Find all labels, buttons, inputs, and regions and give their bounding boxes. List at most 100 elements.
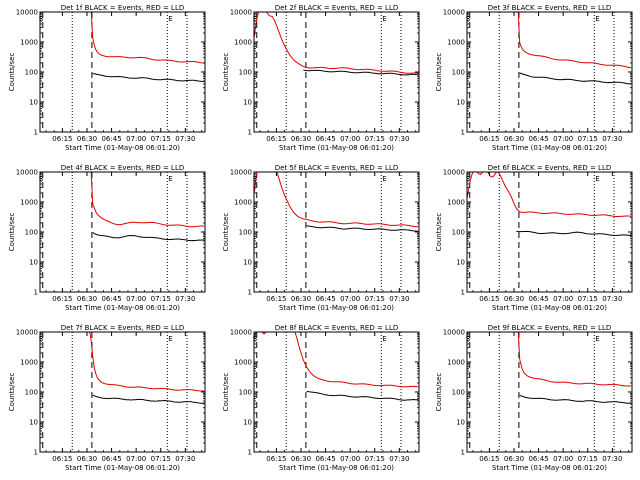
y-axis-label: Counts/sec: [8, 373, 16, 412]
x-tick-label: 06:45: [315, 135, 335, 143]
x-tick-label: 07:30: [602, 455, 622, 463]
plot-title: Det 7f BLACK = Events, RED = LLD: [61, 324, 184, 332]
x-tick-label: 07:30: [175, 455, 195, 463]
detector-panel-7: Det 7f BLACK = Events, RED = LLDSE110100…: [8, 324, 206, 472]
series-line-lld: [467, 332, 632, 387]
y-tick-label: 10: [29, 259, 38, 267]
y-tick-label: 1000: [447, 39, 465, 47]
x-tick-label: 07:00: [553, 455, 573, 463]
x-tick-label: 06:30: [504, 295, 524, 303]
plot-title: Det 1f BLACK = Events, RED = LLD: [61, 4, 184, 12]
x-tick-label: 07:00: [340, 455, 360, 463]
detector-panel-9: Det 9f BLACK = Events, RED = LLDSE110100…: [435, 324, 633, 472]
plot-title: Det 6f BLACK = Events, RED = LLD: [488, 164, 611, 172]
y-tick-label: 100: [452, 389, 465, 397]
x-tick-label: 07:00: [340, 295, 360, 303]
plot-frame: [466, 11, 633, 133]
series-line-events: [519, 394, 632, 404]
x-tick-label: 07:30: [389, 135, 409, 143]
y-tick-label: 1000: [20, 199, 38, 207]
plot-title: Det 5f BLACK = Events, RED = LLD: [275, 164, 398, 172]
x-axis-label: Start Time (01-May-08 06:01:20): [279, 464, 394, 472]
y-tick-label: 100: [25, 69, 38, 77]
series-line-lld: [467, 12, 632, 69]
y-tick-label: 10: [243, 419, 252, 427]
x-tick-label: 07:30: [175, 295, 195, 303]
y-tick-label: 10: [243, 99, 252, 107]
y-axis-label: Counts/sec: [435, 53, 443, 92]
x-tick-label: 06:15: [52, 135, 72, 143]
x-tick-label: 06:15: [52, 295, 72, 303]
series-line-events: [92, 73, 205, 82]
x-tick-label: 06:45: [101, 455, 121, 463]
x-tick-label: 07:15: [151, 135, 171, 143]
x-tick-label: 07:15: [151, 295, 171, 303]
x-tick-label: 07:00: [340, 135, 360, 143]
x-tick-label: 06:15: [266, 455, 286, 463]
x-tick-label: 06:30: [504, 135, 524, 143]
x-tick-label: 07:00: [553, 135, 573, 143]
y-tick-label: 10000: [16, 169, 38, 177]
end-marker-label: E: [168, 335, 172, 343]
y-tick-label: 1000: [20, 359, 38, 367]
end-marker-label: E: [595, 15, 599, 23]
series-line-lld: [40, 12, 205, 64]
plot-title: Det 8f BLACK = Events, RED = LLD: [275, 324, 398, 332]
y-tick-label: 100: [239, 389, 252, 397]
y-tick-label: 1000: [234, 199, 252, 207]
x-tick-label: 07:15: [151, 455, 171, 463]
plot-frame: [466, 171, 633, 293]
y-tick-label: 100: [239, 229, 252, 237]
y-tick-label: 1: [248, 129, 252, 137]
detector-panel-3: Det 3f BLACK = Events, RED = LLDSE110100…: [435, 4, 633, 152]
y-tick-label: 1000: [234, 39, 252, 47]
y-tick-label: 10: [243, 259, 252, 267]
series-line-lld: [40, 172, 205, 228]
detector-panel-4: Det 4f BLACK = Events, RED = LLDSE110100…: [8, 164, 206, 312]
detector-panel-5: Det 5f BLACK = Events, RED = LLDSE110100…: [222, 164, 420, 312]
y-tick-label: 1: [461, 289, 465, 297]
y-tick-label: 1: [461, 129, 465, 137]
x-tick-label: 07:30: [389, 455, 409, 463]
plot-title: Det 4f BLACK = Events, RED = LLD: [61, 164, 184, 172]
x-tick-label: 06:15: [266, 135, 286, 143]
y-tick-label: 10: [456, 259, 465, 267]
y-tick-label: 1: [34, 129, 38, 137]
series-line-lld: [254, 332, 419, 388]
x-tick-label: 06:15: [52, 455, 72, 463]
x-tick-label: 06:30: [77, 455, 97, 463]
x-axis-label: Start Time (01-May-08 06:01:20): [492, 304, 607, 312]
y-tick-label: 1: [248, 449, 252, 457]
x-tick-label: 07:15: [365, 295, 385, 303]
y-axis-label: Counts/sec: [8, 213, 16, 252]
x-axis-label: Start Time (01-May-08 06:01:20): [279, 304, 394, 312]
y-tick-label: 10000: [230, 329, 252, 337]
plot-frame: [253, 331, 420, 453]
x-tick-label: 07:15: [365, 135, 385, 143]
y-tick-label: 10: [29, 99, 38, 107]
end-marker-label: E: [168, 175, 172, 183]
x-tick-label: 06:30: [291, 295, 311, 303]
y-tick-label: 10000: [230, 9, 252, 17]
y-axis-label: Counts/sec: [435, 213, 443, 252]
x-tick-label: 07:00: [126, 135, 146, 143]
y-tick-label: 1: [248, 289, 252, 297]
plot-frame: [39, 331, 206, 453]
x-tick-label: 06:45: [101, 295, 121, 303]
end-marker-label: E: [595, 335, 599, 343]
plot-frame: [39, 171, 206, 293]
plot-title: Det 2f BLACK = Events, RED = LLD: [275, 4, 398, 12]
y-tick-label: 1000: [234, 359, 252, 367]
x-axis-label: Start Time (01-May-08 06:01:20): [279, 144, 394, 152]
series-line-lld: [254, 172, 419, 228]
x-tick-label: 07:00: [126, 295, 146, 303]
x-tick-label: 07:30: [602, 135, 622, 143]
y-tick-label: 1000: [447, 199, 465, 207]
y-tick-label: 1000: [20, 39, 38, 47]
y-tick-label: 1: [34, 449, 38, 457]
y-tick-label: 100: [452, 69, 465, 77]
y-tick-label: 10: [456, 419, 465, 427]
x-tick-label: 07:00: [553, 295, 573, 303]
x-tick-label: 07:30: [389, 295, 409, 303]
series-line-events: [519, 72, 632, 85]
